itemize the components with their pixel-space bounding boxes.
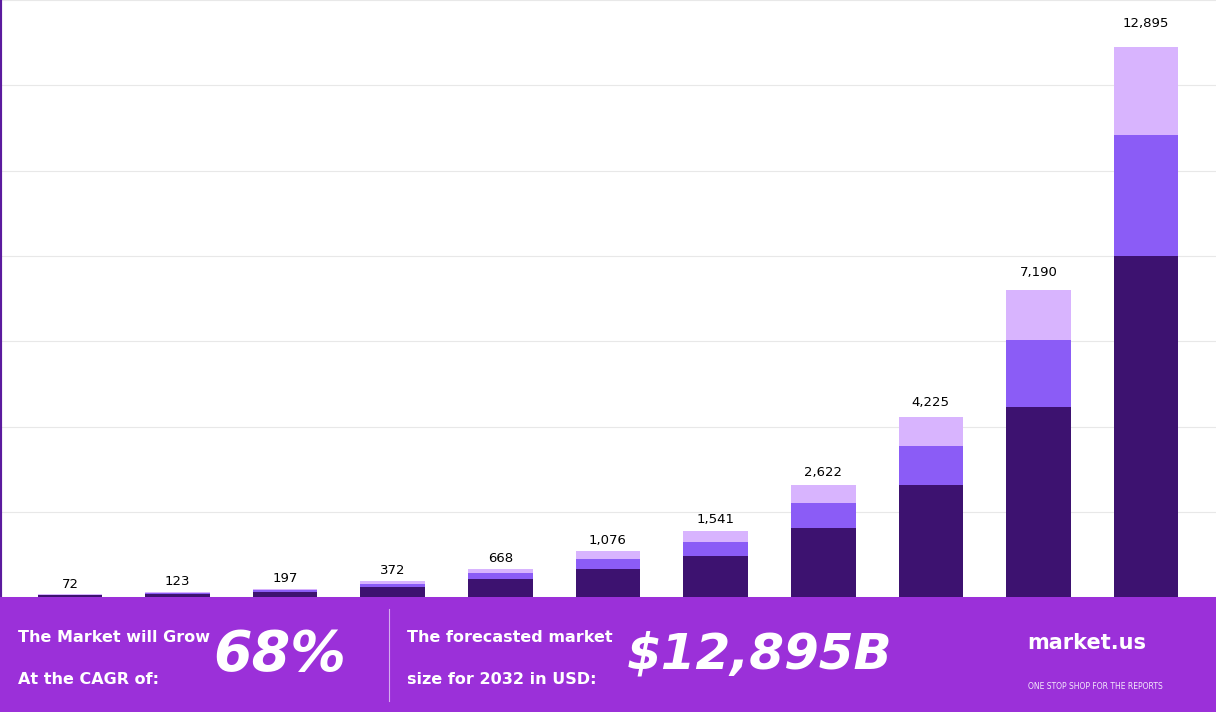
Bar (683, 542, 748, 556)
Bar (468, 569, 533, 573)
Bar (683, 531, 748, 542)
Text: 12,895: 12,895 (1122, 17, 1170, 30)
Bar (899, 417, 963, 446)
Text: 2,622: 2,622 (804, 466, 843, 479)
Bar (683, 556, 748, 597)
Text: size for 2032 in USD:: size for 2032 in USD: (407, 672, 597, 687)
Text: market.us: market.us (1028, 633, 1147, 653)
Bar (575, 569, 641, 597)
Bar (899, 486, 963, 597)
Bar (1006, 290, 1071, 340)
Text: ONE STOP SHOP FOR THE REPORTS: ONE STOP SHOP FOR THE REPORTS (1028, 682, 1162, 691)
Text: $12,895B: $12,895B (626, 631, 891, 679)
Text: At the CAGR of:: At the CAGR of: (18, 672, 159, 687)
Bar (575, 551, 641, 559)
Bar (1114, 256, 1178, 597)
Text: 7,190: 7,190 (1019, 266, 1058, 279)
Text: 197: 197 (272, 572, 298, 585)
Bar (1114, 135, 1178, 256)
Bar (468, 573, 533, 580)
Bar (790, 503, 856, 528)
Text: 4,225: 4,225 (912, 396, 950, 409)
Bar (468, 580, 533, 597)
Bar (790, 486, 856, 503)
Bar (253, 592, 317, 597)
Bar (899, 446, 963, 486)
Bar (1114, 47, 1178, 135)
Bar (790, 528, 856, 597)
Text: 372: 372 (381, 565, 405, 577)
Bar (575, 559, 641, 569)
Bar (253, 590, 317, 592)
Text: The Market will Grow: The Market will Grow (18, 630, 210, 645)
Bar (38, 595, 102, 597)
Bar (360, 587, 426, 597)
Bar (253, 589, 317, 590)
Text: 68%: 68% (213, 627, 345, 681)
Text: The forecasted market: The forecasted market (407, 630, 613, 645)
Text: 1,076: 1,076 (589, 534, 627, 547)
Bar (360, 581, 426, 584)
Bar (1006, 407, 1071, 597)
Text: 1,541: 1,541 (697, 513, 734, 526)
Bar (145, 593, 210, 594)
Text: 668: 668 (488, 552, 513, 565)
Bar (145, 592, 210, 593)
Text: 123: 123 (165, 575, 191, 588)
Bar (1006, 340, 1071, 407)
Text: 72: 72 (62, 577, 79, 590)
Bar (145, 594, 210, 597)
Bar (360, 584, 426, 587)
